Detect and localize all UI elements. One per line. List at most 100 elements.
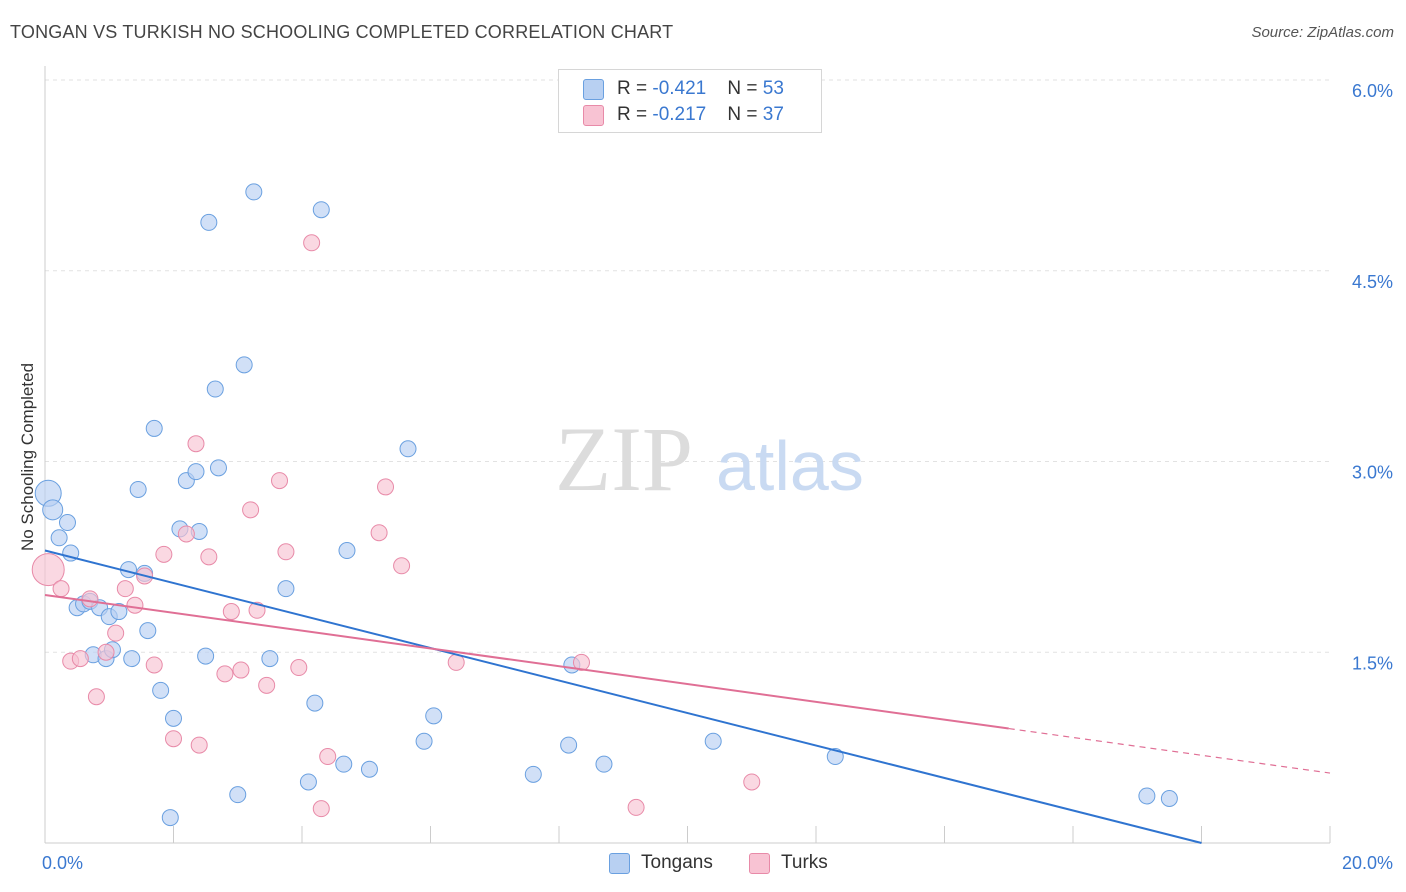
bottom-legend-label-tongans: Tongans bbox=[641, 852, 713, 873]
legend-swatch-tongans bbox=[583, 79, 604, 100]
data-points bbox=[31, 183, 1178, 827]
point-turks-18 bbox=[216, 665, 234, 683]
point-tongans-25 bbox=[187, 463, 205, 481]
point-turks-12 bbox=[155, 545, 173, 563]
point-tongans-38 bbox=[312, 201, 330, 219]
point-tongans-18 bbox=[139, 622, 157, 640]
point-turks-0 bbox=[31, 553, 65, 587]
point-turks-27 bbox=[303, 234, 321, 252]
y-axis-label: No Schooling Completed bbox=[18, 362, 37, 552]
point-tongans-33 bbox=[245, 183, 263, 201]
point-turks-15 bbox=[187, 435, 205, 453]
x-tick-label-0: 0.0% bbox=[42, 853, 83, 873]
trend-lines bbox=[44, 549, 1331, 844]
bottom-legend-swatch-turks bbox=[749, 853, 770, 874]
point-tongans-2 bbox=[50, 529, 68, 547]
point-turks-16 bbox=[190, 736, 208, 754]
point-tongans-13 bbox=[110, 603, 128, 621]
bottom-legend-label-turks: Turks bbox=[781, 852, 828, 873]
point-turks-29 bbox=[319, 748, 337, 766]
point-turks-32 bbox=[393, 557, 411, 575]
point-turks-24 bbox=[271, 472, 289, 490]
point-tongans-1 bbox=[42, 499, 64, 521]
point-turks-23 bbox=[258, 676, 276, 694]
point-tongans-43 bbox=[415, 732, 433, 750]
point-turks-4 bbox=[81, 590, 99, 608]
point-turks-21 bbox=[242, 501, 260, 519]
point-tongans-50 bbox=[826, 748, 844, 766]
point-tongans-41 bbox=[360, 760, 378, 778]
point-turks-7 bbox=[107, 624, 125, 642]
x-tick-label-1: 20.0% bbox=[1342, 853, 1393, 873]
point-tongans-51 bbox=[1138, 787, 1156, 805]
point-tongans-3 bbox=[58, 514, 76, 532]
point-tongans-42 bbox=[399, 440, 417, 458]
point-tongans-32 bbox=[235, 356, 253, 374]
point-turks-26 bbox=[290, 659, 308, 677]
point-turks-36 bbox=[743, 773, 761, 791]
source-label: Source: ZipAtlas.com bbox=[1251, 24, 1394, 41]
point-tongans-31 bbox=[229, 786, 247, 804]
legend-swatch-turks bbox=[583, 105, 604, 126]
y-tick-label-3: 6.0% bbox=[1352, 81, 1393, 101]
point-tongans-46 bbox=[560, 736, 578, 754]
point-tongans-48 bbox=[595, 755, 613, 773]
point-tongans-36 bbox=[299, 773, 317, 791]
chart-title: TONGAN VS TURKISH NO SCHOOLING COMPLETED… bbox=[10, 22, 674, 42]
point-turks-19 bbox=[222, 603, 240, 621]
watermark-zip: ZIP bbox=[555, 408, 693, 510]
legend-text-tongans: R = -0.421 N = 53 bbox=[617, 78, 784, 99]
point-tongans-52 bbox=[1160, 789, 1178, 807]
axes bbox=[44, 66, 1331, 844]
trend-line-turks bbox=[44, 594, 1009, 730]
point-tongans-20 bbox=[152, 681, 170, 699]
point-tongans-19 bbox=[145, 419, 163, 437]
point-tongans-16 bbox=[129, 480, 147, 498]
point-tongans-45 bbox=[524, 765, 542, 783]
point-tongans-35 bbox=[277, 580, 295, 598]
point-tongans-39 bbox=[335, 755, 353, 773]
point-tongans-30 bbox=[209, 459, 227, 477]
point-turks-13 bbox=[165, 730, 182, 748]
point-tongans-44 bbox=[425, 707, 443, 725]
point-tongans-40 bbox=[338, 542, 356, 560]
point-turks-28 bbox=[312, 800, 330, 818]
point-turks-9 bbox=[126, 596, 144, 614]
watermark: ZIP atlas bbox=[555, 408, 864, 510]
y-tick-label-0: 1.5% bbox=[1352, 653, 1393, 673]
point-turks-25 bbox=[277, 543, 295, 561]
point-tongans-28 bbox=[200, 213, 218, 231]
trend-extension-turks bbox=[1008, 727, 1331, 774]
correlation-legend: R = -0.421 N = 53 R = -0.217 N = 37 bbox=[558, 69, 822, 133]
point-turks-20 bbox=[232, 661, 250, 679]
point-turks-35 bbox=[627, 798, 645, 816]
legend-text-turks: R = -0.217 N = 37 bbox=[617, 104, 784, 125]
point-tongans-34 bbox=[261, 650, 279, 668]
y-tick-label-2: 4.5% bbox=[1352, 272, 1393, 292]
point-tongans-29 bbox=[206, 380, 224, 398]
tick-labels: 1.5% 3.0% 4.5% 6.0% 0.0% 20.0% bbox=[42, 81, 1393, 873]
point-tongans-22 bbox=[165, 709, 182, 727]
point-turks-3 bbox=[71, 650, 89, 668]
point-turks-30 bbox=[370, 524, 388, 542]
point-turks-8 bbox=[116, 580, 134, 598]
trend-line-tongans bbox=[44, 549, 1202, 844]
point-tongans-21 bbox=[161, 809, 179, 827]
point-tongans-49 bbox=[704, 732, 722, 750]
point-turks-34 bbox=[572, 653, 590, 671]
point-turks-1 bbox=[52, 580, 70, 598]
point-turks-11 bbox=[145, 656, 163, 674]
point-tongans-15 bbox=[123, 650, 141, 668]
point-turks-17 bbox=[200, 548, 218, 566]
point-tongans-37 bbox=[306, 694, 324, 712]
bottom-legend-swatch-tongans bbox=[609, 853, 630, 874]
point-turks-31 bbox=[377, 478, 395, 496]
y-tick-label-1: 3.0% bbox=[1352, 463, 1393, 483]
point-turks-22 bbox=[248, 601, 266, 619]
point-turks-6 bbox=[97, 643, 115, 661]
watermark-atlas: atlas bbox=[716, 427, 864, 505]
point-turks-5 bbox=[87, 688, 105, 706]
point-tongans-27 bbox=[197, 647, 215, 665]
point-turks-14 bbox=[177, 525, 195, 543]
